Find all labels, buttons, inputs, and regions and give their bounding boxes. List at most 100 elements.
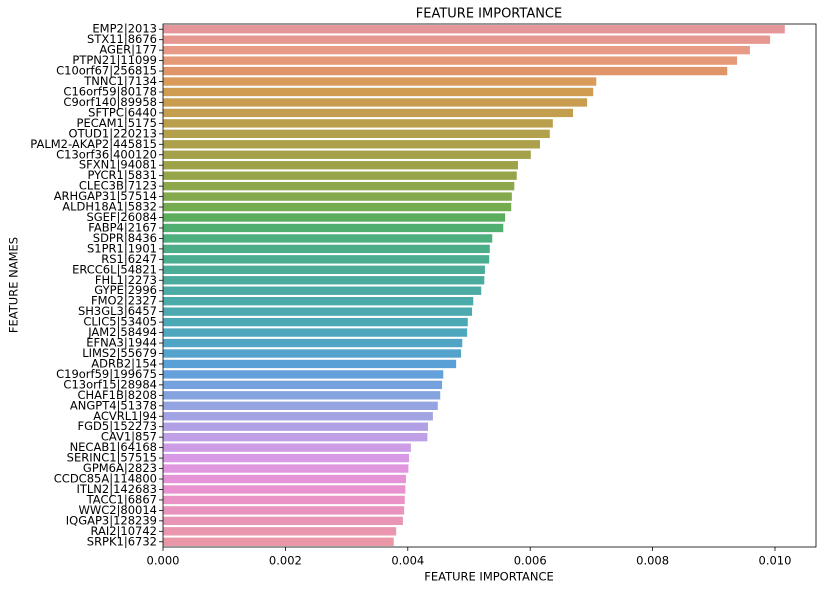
bar: [163, 150, 531, 159]
y-tick-label: CHAF1B|8208: [77, 388, 157, 402]
bar: [163, 527, 397, 536]
y-tick-label: C16orf59|80178: [63, 84, 157, 98]
x-tick-label: 0.004: [391, 554, 424, 568]
bar: [163, 129, 550, 139]
y-tick-label: ARHGAP31|57514: [54, 189, 157, 203]
y-tick-label: PALM2-AKAP2|445815: [30, 137, 157, 151]
bar: [163, 412, 433, 421]
y-tick-label: OTUD1|220213: [69, 126, 157, 140]
x-tick-label: 0.000: [147, 554, 180, 568]
y-tick-label: ADRB2|154: [91, 356, 157, 370]
y-tick-label: EMP2|2013: [92, 22, 157, 36]
y-tick-label: JAM2|58494: [87, 325, 157, 339]
y-tick-label: RAI2|10742: [90, 524, 157, 538]
bar: [163, 380, 443, 390]
x-tick-label: 0.008: [636, 554, 669, 568]
y-tick-label: FHL1|2273: [95, 273, 157, 287]
bar: [163, 265, 485, 274]
y-tick-label: ERCC6L|54821: [72, 262, 157, 276]
bar: [163, 485, 406, 494]
y-tick-label: TNNC1|7134: [83, 74, 157, 88]
bar: [163, 422, 428, 431]
bar: [163, 161, 518, 170]
bar: [163, 192, 512, 201]
bar: [163, 181, 515, 191]
x-axis-label: FEATURE IMPORTANCE: [424, 570, 554, 584]
y-tick-label: CAV1|857: [101, 430, 157, 444]
y-tick-label: TACC1|6867: [86, 492, 157, 506]
bar: [163, 307, 473, 316]
bar: [163, 255, 490, 264]
bar: [163, 234, 493, 243]
bar: [163, 119, 553, 128]
y-tick-label: CCDC85A|114800: [54, 472, 157, 486]
y-tick-label: FGD5|152273: [78, 419, 157, 433]
bar: [163, 516, 403, 526]
y-tick-label: EFNA3|1944: [86, 336, 157, 350]
y-axis-label: FEATURE NAMES: [7, 237, 21, 333]
bar: [163, 276, 485, 285]
bar: [163, 35, 771, 44]
y-tick-label: SFXN1|94081: [79, 158, 157, 172]
y-tick-label: IQGAP3|128239: [66, 513, 157, 527]
bar: [163, 495, 405, 505]
y-tick-label: PECAM1|5175: [77, 116, 157, 130]
bar: [163, 25, 785, 34]
bar: [163, 286, 482, 295]
bar: [163, 506, 405, 515]
y-tick-label: S1PR1|1901: [87, 241, 157, 255]
bar: [163, 370, 444, 379]
bar: [163, 359, 457, 369]
bar: [163, 87, 594, 97]
y-tick-label: C19orf59|199675: [56, 367, 157, 381]
y-tick-label: SERINC1|57515: [67, 451, 157, 465]
bar: [163, 464, 409, 473]
y-tick-label: ALDH18A1|5832: [62, 200, 157, 214]
bar: [163, 297, 474, 306]
bar: [163, 474, 406, 484]
bar: [163, 77, 597, 86]
y-tick-label: FMO2|2327: [91, 294, 157, 308]
y-tick-label: SFTPC|6440: [88, 105, 157, 119]
y-tick-label: PYCR1|5831: [87, 168, 157, 182]
y-tick-label: AGER|177: [99, 43, 157, 57]
y-tick-label: C9orf140|89958: [63, 95, 157, 109]
y-tick-label: LIMS2|55679: [82, 346, 157, 360]
bar: [163, 66, 728, 76]
x-tick-label: 0.010: [759, 554, 792, 568]
bar: [163, 98, 588, 107]
bar: [163, 443, 411, 452]
bar: [163, 56, 738, 65]
bar: [163, 401, 438, 410]
y-tick-label: GPM6A|2823: [83, 461, 157, 475]
bar: [163, 171, 517, 180]
bar: [163, 338, 463, 348]
bar: [163, 391, 441, 400]
y-tick-label: ACVRL1|94: [93, 409, 157, 423]
y-tick-label: GYPE|2996: [94, 283, 157, 297]
bar: [163, 140, 540, 149]
y-tick-label: SH3GL3|6457: [78, 304, 157, 318]
bar: [163, 349, 462, 358]
bar: [163, 244, 490, 254]
plot-frame: [162, 23, 817, 548]
x-tick-label: 0.006: [514, 554, 547, 568]
bar: [163, 223, 504, 233]
y-tick-label: SGEF|26084: [86, 210, 157, 224]
y-tick-label: SDPR|8436: [93, 231, 157, 245]
bar: [163, 453, 410, 463]
y-tick-label: PTPN21|11099: [72, 53, 157, 67]
y-tick-label: CLIC5|53405: [83, 315, 157, 329]
bar: [163, 537, 394, 546]
bar: [163, 213, 506, 222]
x-tick-label: 0.002: [269, 554, 302, 568]
y-tick-label: ITLN2|142683: [76, 482, 157, 496]
y-tick-label: STX11|8676: [87, 32, 157, 46]
y-tick-label: WWC2|80014: [78, 503, 157, 517]
y-tick-label: RS1|6247: [101, 252, 157, 266]
chart-title: FEATURE IMPORTANCE: [416, 7, 562, 22]
y-tick-label: CLEC3B|7123: [79, 179, 157, 193]
y-tick-label: C13orf36|400120: [56, 147, 157, 161]
